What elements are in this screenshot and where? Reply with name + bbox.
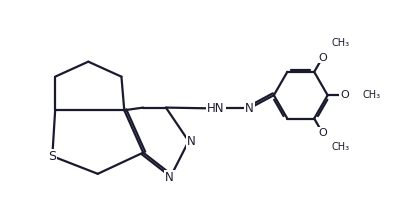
Text: N: N bbox=[245, 102, 254, 115]
Text: HN: HN bbox=[207, 102, 225, 115]
Text: CH₃: CH₃ bbox=[332, 142, 350, 152]
Text: O: O bbox=[318, 128, 327, 138]
Text: CH₃: CH₃ bbox=[363, 90, 381, 100]
Text: N: N bbox=[165, 170, 174, 184]
Text: N: N bbox=[187, 135, 196, 148]
Text: O: O bbox=[340, 90, 349, 100]
Text: S: S bbox=[48, 150, 56, 163]
Text: O: O bbox=[318, 53, 327, 62]
Text: CH₃: CH₃ bbox=[332, 38, 350, 48]
